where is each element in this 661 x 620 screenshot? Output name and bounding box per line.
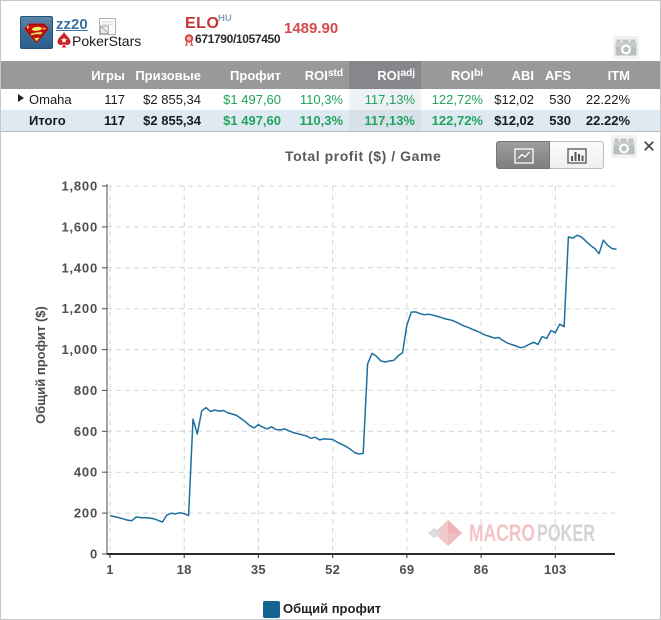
svg-text:MACRO: MACRO — [469, 520, 535, 547]
svg-text:1,600: 1,600 — [61, 219, 98, 234]
svg-text:800: 800 — [74, 383, 98, 398]
svg-text:1,200: 1,200 — [61, 301, 98, 316]
svg-text:Общий профит ($): Общий профит ($) — [33, 306, 48, 424]
svg-text:1,800: 1,800 — [61, 179, 98, 194]
svg-text:1,000: 1,000 — [61, 342, 98, 357]
svg-text:600: 600 — [74, 424, 98, 439]
svg-text:103: 103 — [544, 562, 567, 577]
svg-text:52: 52 — [325, 562, 340, 577]
svg-text:200: 200 — [74, 506, 98, 521]
svg-text:0: 0 — [90, 547, 98, 562]
svg-text:69: 69 — [399, 562, 414, 577]
svg-text:POKER: POKER — [537, 520, 595, 547]
svg-text:86: 86 — [474, 562, 489, 577]
svg-text:1: 1 — [106, 562, 114, 577]
svg-text:1,400: 1,400 — [61, 260, 98, 275]
svg-text:18: 18 — [177, 562, 192, 577]
svg-text:35: 35 — [251, 562, 266, 577]
svg-text:400: 400 — [74, 465, 98, 480]
